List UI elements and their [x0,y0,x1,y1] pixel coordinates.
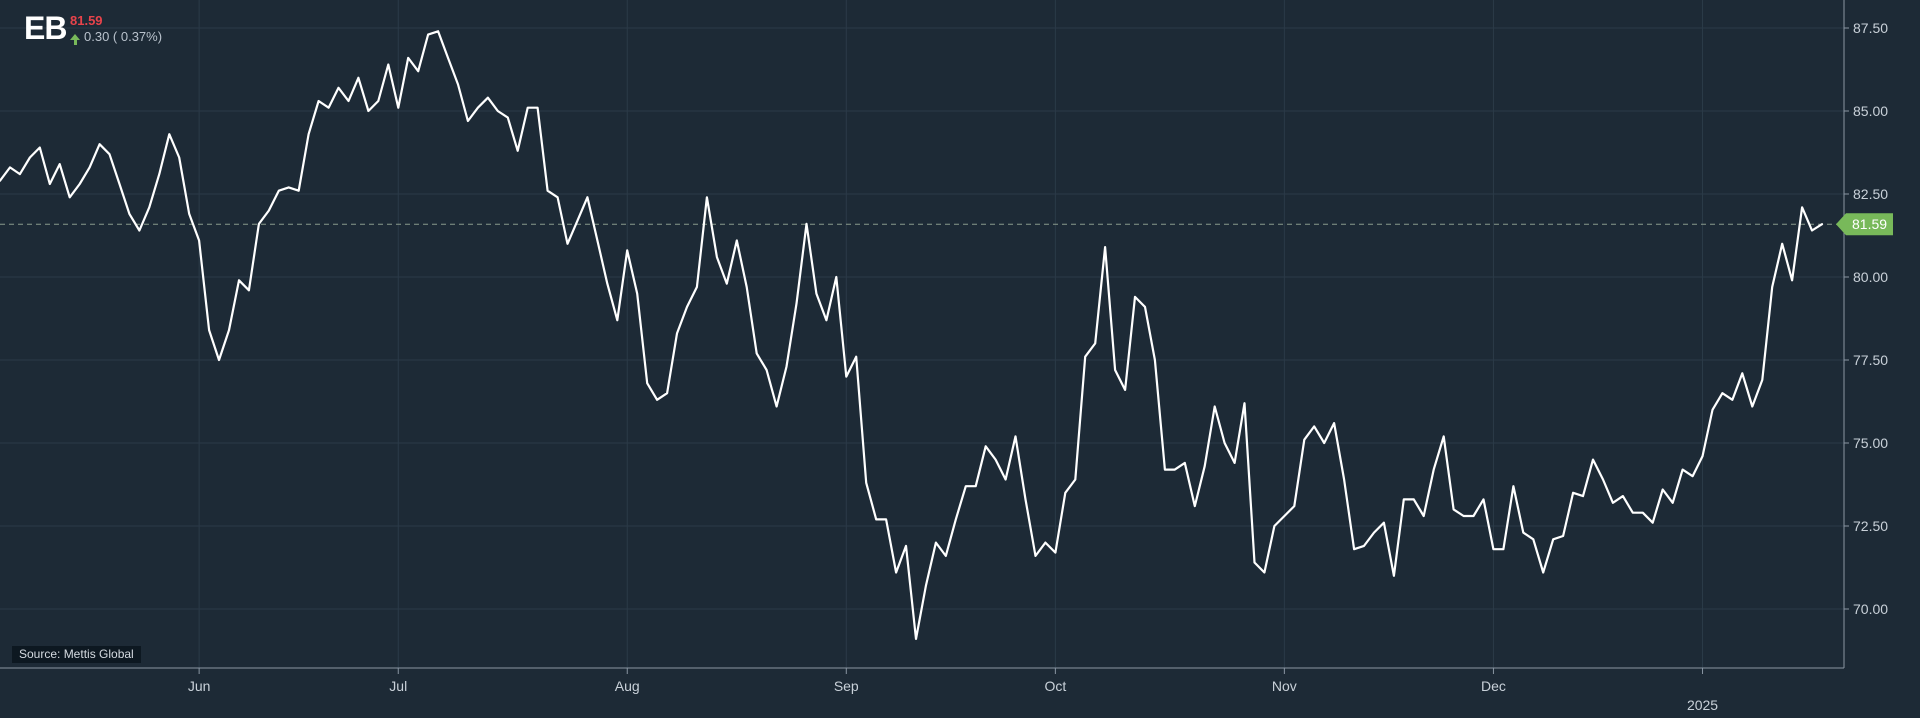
current-value-marker: 81.59 [1836,213,1893,236]
grid-lines [0,0,1844,668]
ticker-change-value: 0.30 ( 0.37%) [84,29,163,44]
y-tick-label: 77.50 [1853,352,1888,368]
series-line-layer [0,30,1824,640]
x-tick-label: Nov [1272,678,1297,694]
y-tick-label: 72.50 [1853,518,1888,534]
x-tick-label: Oct [1044,678,1066,694]
current-value-label: 81.59 [1852,216,1887,232]
current-value-tag [1836,213,1893,236]
x-tick-label: Sep [834,678,859,694]
ticker-price: 81.59 [70,13,103,28]
axes [0,0,1849,674]
arrow-up-stem-icon [73,40,77,45]
y-axis-labels: 70.00 72.50 75.00 77.50 80.00 82.50 85.00 87.50 [1853,20,1888,617]
source-label: Source: Mettis Global [12,646,141,663]
y-tick-label: 82.50 [1853,186,1888,202]
x-tick-label: Aug [615,678,640,694]
series-line [0,30,1824,640]
y-tick-label: 85.00 [1853,103,1888,119]
x-tick-label: 2025 [1687,697,1718,713]
y-tick-label: 80.00 [1853,269,1888,285]
x-tick-label: Jul [389,678,407,694]
ticker-change: 0.30 ( 0.37%) [70,29,163,45]
y-tick-label: 87.50 [1853,20,1888,36]
x-axis-labels: Jun Jul Aug Sep Oct Nov Dec 2025 [188,678,1718,713]
x-tick-label: Dec [1481,678,1506,694]
ticker-symbol: EB [24,10,67,46]
y-tick-label: 75.00 [1853,435,1888,451]
y-tick-label: 70.00 [1853,601,1888,617]
x-tick-label: Jun [188,678,211,694]
arrow-up-icon [70,33,80,40]
